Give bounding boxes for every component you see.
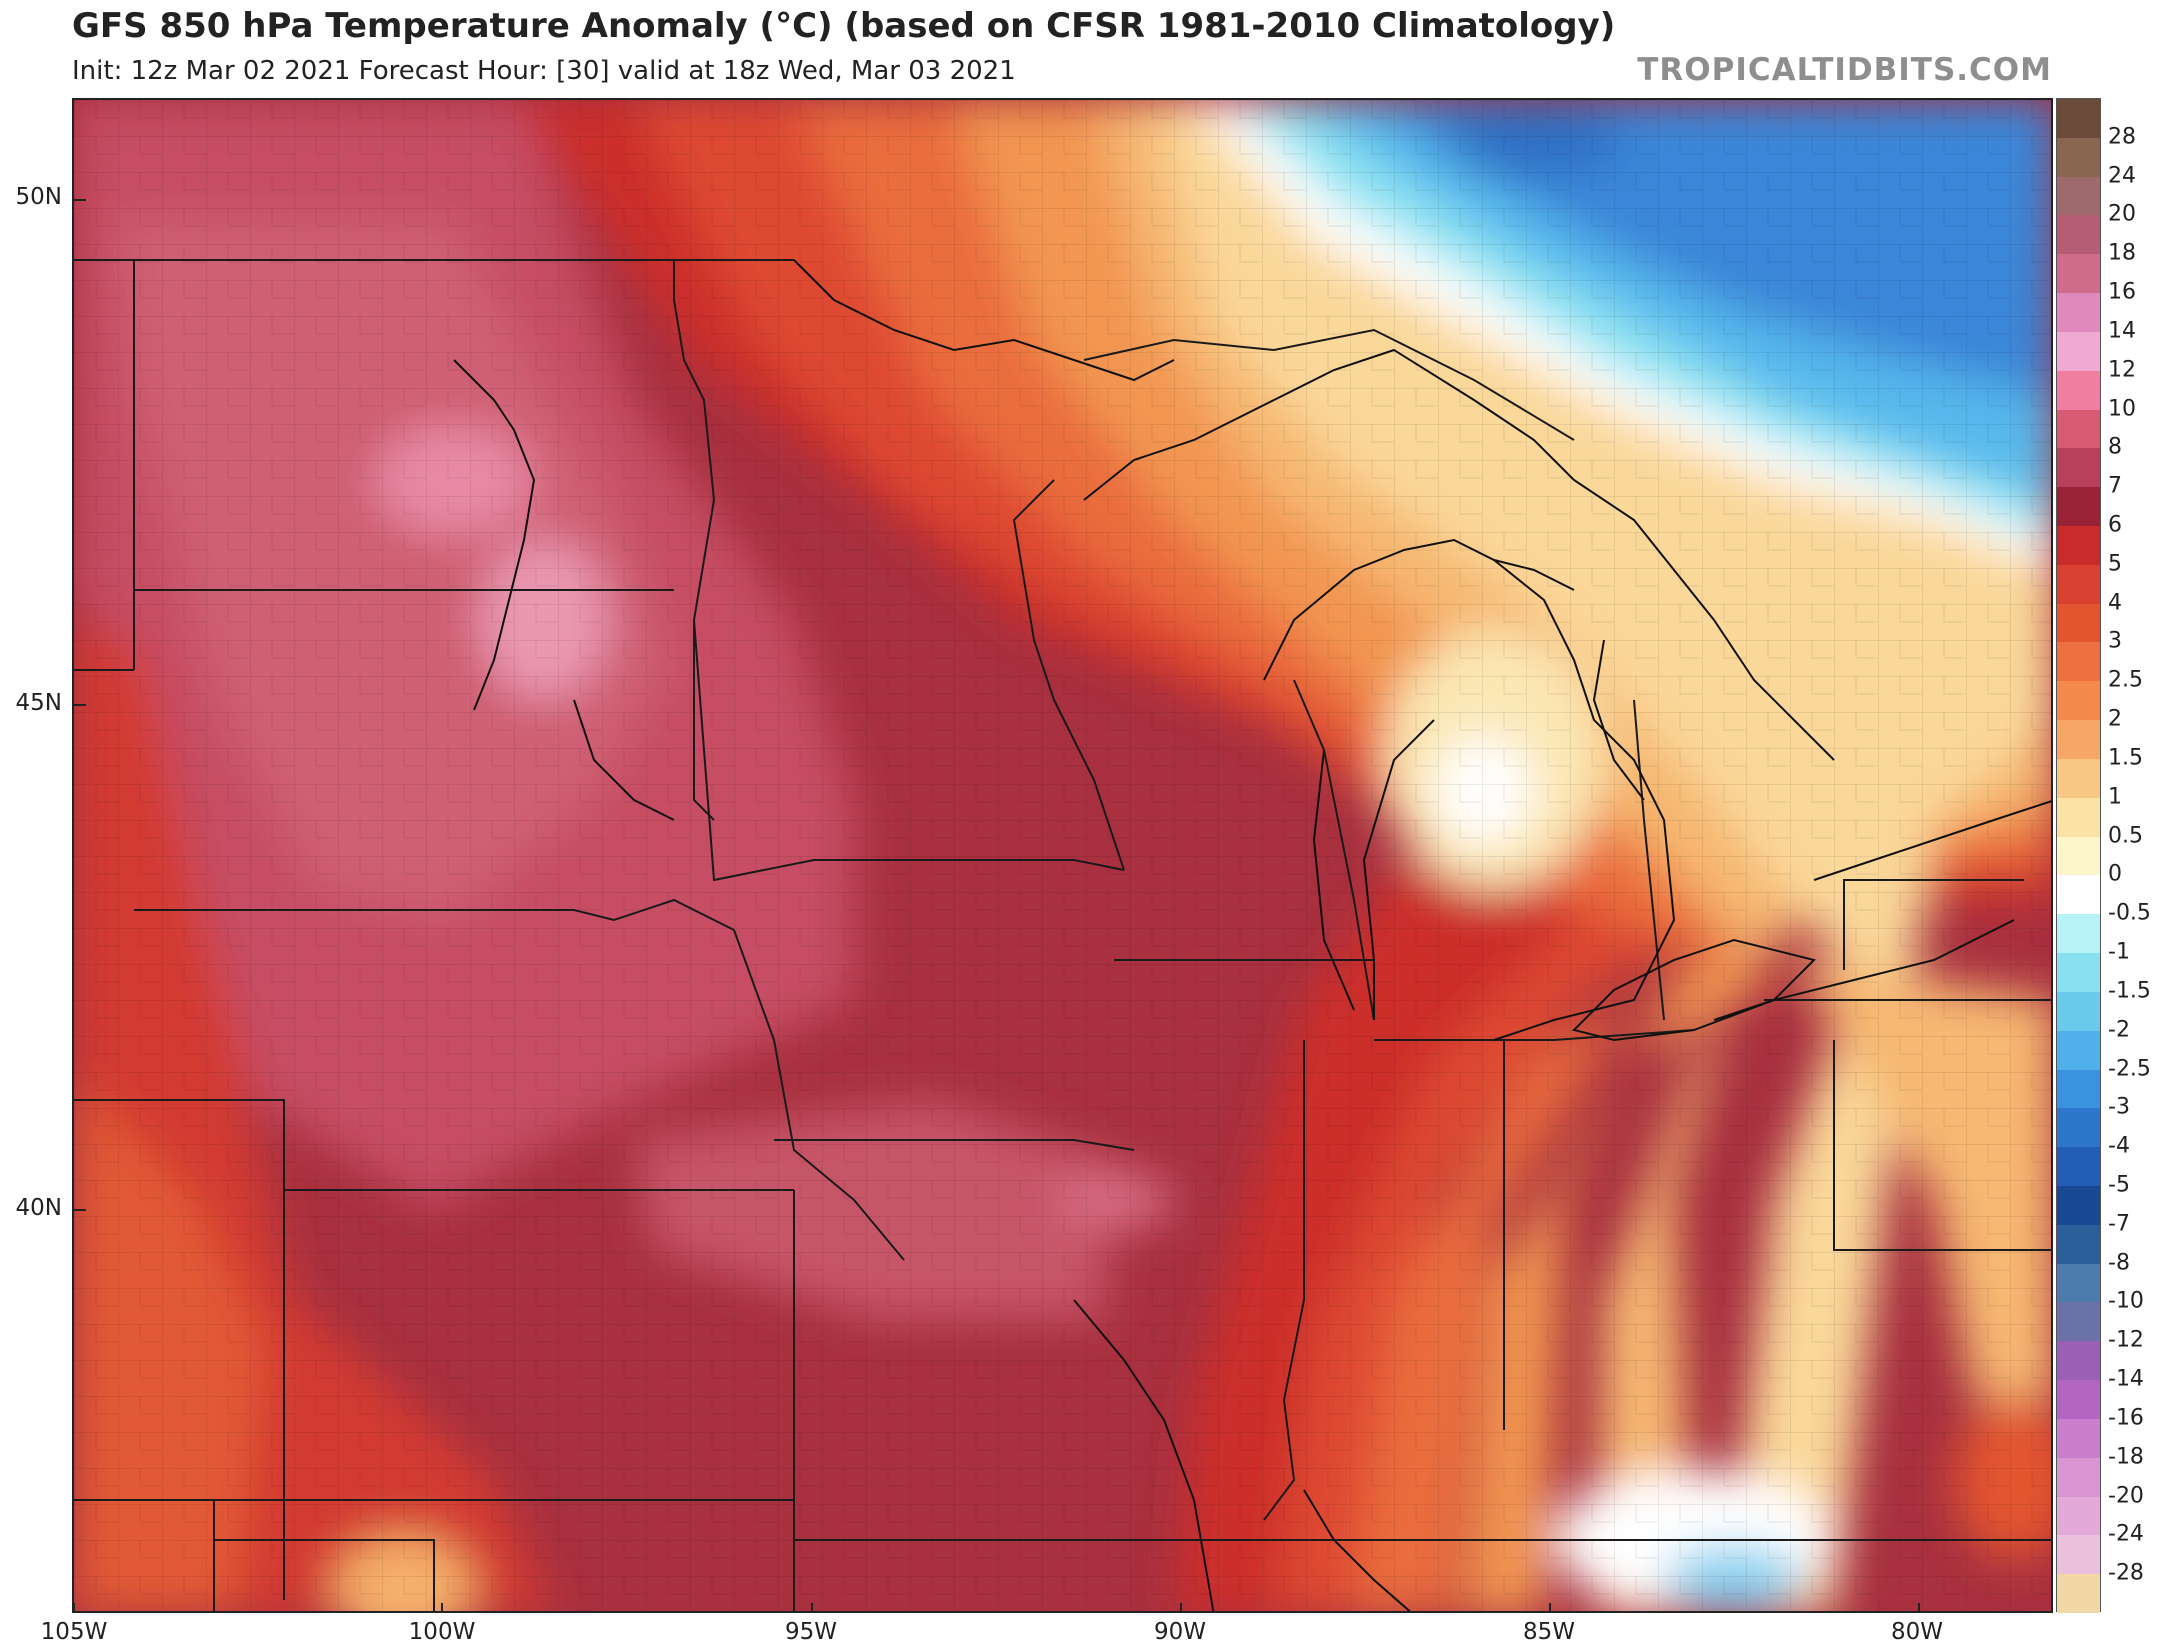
colorbar-label: 0.5 (2108, 823, 2143, 849)
colorbar-label: -5 (2108, 1172, 2130, 1198)
colorbar-label: 10 (2108, 396, 2136, 422)
colorbar-swatch (2057, 1457, 2100, 1498)
colorbar-label: 16 (2108, 279, 2136, 305)
colorbar-swatch (2057, 487, 2100, 527)
lat-label-45n: 45N (15, 690, 62, 716)
colorbar-label: -1 (2108, 939, 2130, 965)
colorbar-swatch (2057, 137, 2100, 178)
map-canvas (74, 100, 2051, 1611)
colorbar-label: -20 (2108, 1483, 2144, 1509)
colorbar-swatch (2057, 1302, 2100, 1342)
lat-label-40n: 40N (15, 1195, 62, 1221)
colorbar-swatch (2057, 1185, 2100, 1226)
colorbar-swatch (2057, 448, 2100, 488)
lon-label-85w: 85W (1522, 1619, 1576, 1645)
anomaly-fill (74, 100, 2051, 1611)
colorbar-label: -1.5 (2108, 978, 2151, 1004)
colorbar-swatch (2057, 914, 2100, 954)
colorbar-swatch (2057, 1380, 2100, 1420)
colorbar-swatch (2057, 215, 2100, 255)
colorbar-swatch (2057, 1069, 2100, 1109)
anomaly-map (72, 98, 2053, 1613)
lon-label-95w: 95W (784, 1619, 838, 1645)
colorbar-swatch (2057, 1574, 2100, 1614)
colorbar-label: 6 (2108, 512, 2122, 538)
colorbar-label: 14 (2108, 318, 2136, 344)
colorbar-swatch (2057, 293, 2100, 333)
source-watermark: TROPICALTIDBITS.COM (1637, 52, 2052, 88)
colorbar-swatch (2057, 797, 2100, 838)
graticule-ticks (74, 199, 1920, 1611)
colorbar-label: -12 (2108, 1327, 2144, 1353)
colorbar-label: -4 (2108, 1133, 2130, 1159)
colorbar-swatch (2057, 1535, 2100, 1575)
map-title: GFS 850 hPa Temperature Anomaly (°C) (ba… (72, 6, 1616, 46)
colorbar-label: 0 (2108, 861, 2122, 887)
coastlines-lakes (453, 259, 2051, 1611)
colorbar-swatch (2057, 1224, 2100, 1265)
colorbar-label: -2 (2108, 1017, 2130, 1043)
colorbar-swatch (2057, 254, 2100, 294)
colorbar-swatch (2057, 1418, 2100, 1459)
lon-label-80w: 80W (1890, 1619, 1944, 1645)
lon-label-90w: 90W (1153, 1619, 1207, 1645)
colorbar-swatch (2057, 681, 2100, 721)
colorbar-label: -16 (2108, 1405, 2144, 1431)
colorbar-label: -8 (2108, 1250, 2130, 1276)
colorbar-swatch (2057, 370, 2100, 411)
colorbar-label: 7 (2108, 473, 2122, 499)
colorbar-swatch (2057, 603, 2100, 643)
colorbar-swatch (2057, 642, 2100, 682)
colorbar-swatch (2057, 953, 2100, 993)
colorbar-swatch (2057, 1496, 2100, 1536)
colorbar-label: 4 (2108, 590, 2122, 616)
colorbar-swatch (2057, 331, 2100, 372)
colorbar-label: 8 (2108, 434, 2122, 460)
colorbar-label: -2.5 (2108, 1056, 2151, 1081)
colorbar-swatch (2057, 875, 2100, 915)
colorbar-label: -3 (2108, 1094, 2130, 1120)
colorbar-label: 12 (2108, 357, 2136, 383)
colorbar-swatch (2057, 1030, 2100, 1070)
forecast-info: Init: 12z Mar 02 2021 Forecast Hour: [30… (72, 56, 1016, 86)
colorbar-swatch (2057, 176, 2100, 216)
colorbar-label: -7 (2108, 1211, 2130, 1237)
colorbar-label: -28 (2108, 1560, 2144, 1586)
colorbar-label: -10 (2108, 1288, 2144, 1314)
colorbar-swatch (2057, 1341, 2100, 1381)
colorbar-swatch (2057, 564, 2100, 605)
colorbar-label: -0.5 (2108, 900, 2151, 926)
colorbar-label: 18 (2108, 240, 2136, 266)
colorbar-label: 28 (2108, 124, 2136, 150)
colorbar-swatch (2057, 836, 2100, 876)
colorbar-label: 24 (2108, 163, 2136, 189)
colorbar-swatch (2057, 1147, 2100, 1187)
lat-label-50n: 50N (15, 184, 62, 210)
colorbar-label: -14 (2108, 1366, 2144, 1392)
colorbar-swatch (2057, 991, 2100, 1032)
colorbar-swatch (2057, 758, 2100, 799)
colorbar-label: 2 (2108, 706, 2122, 732)
colorbar-label: 1 (2108, 784, 2122, 810)
colorbar-swatch (2057, 526, 2100, 566)
colorbar-label: 2.5 (2108, 667, 2143, 693)
state-boundaries (74, 259, 2051, 1611)
colorbar-swatch (2057, 1263, 2100, 1303)
colorbar-legend (2056, 98, 2101, 1614)
colorbar-label: 3 (2108, 628, 2122, 654)
colorbar-swatch (2057, 99, 2100, 139)
colorbar-label: 5 (2108, 551, 2122, 577)
colorbar-label: 20 (2108, 201, 2136, 227)
lon-label-105w: 105W (40, 1619, 108, 1645)
lon-label-100w: 100W (408, 1619, 476, 1645)
colorbar-label: -18 (2108, 1444, 2144, 1470)
colorbar-label: 1.5 (2108, 745, 2143, 771)
colorbar-swatch (2057, 1108, 2100, 1148)
colorbar-label: -24 (2108, 1521, 2144, 1547)
colorbar-swatch (2057, 720, 2100, 760)
colorbar-swatch (2057, 409, 2100, 449)
